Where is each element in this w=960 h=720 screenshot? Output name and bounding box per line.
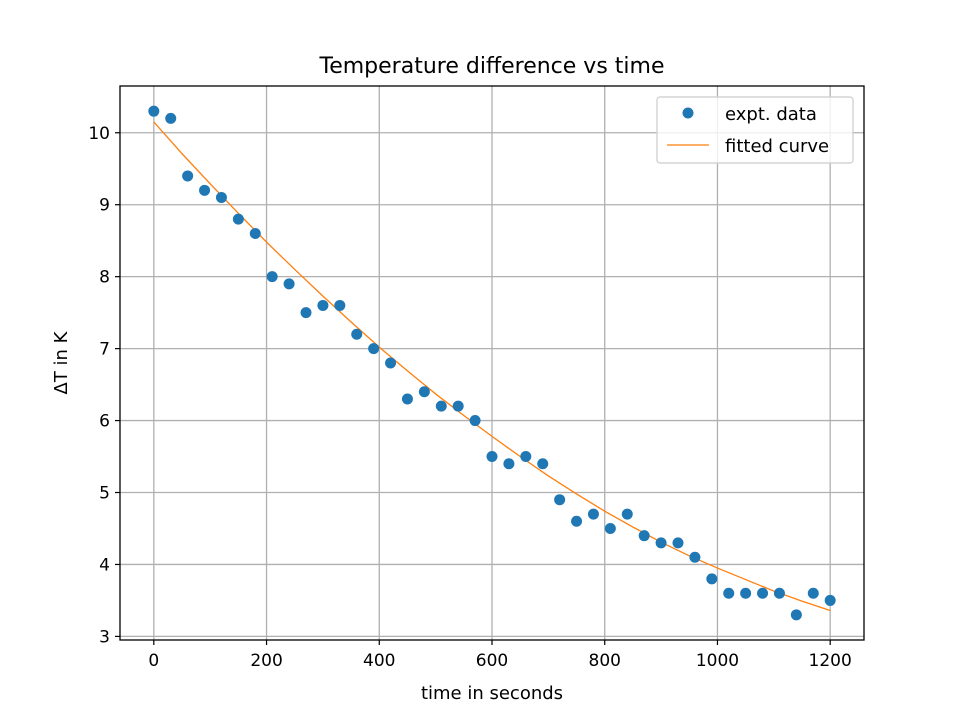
y-tick-label: 7	[99, 340, 110, 360]
data-point	[283, 278, 295, 290]
x-axis-ticks: 0 200 400 600 800 1000 1200	[148, 640, 852, 671]
x-tick-label: 800	[589, 651, 621, 671]
x-tick-label: 400	[363, 651, 395, 671]
x-tick-label: 200	[250, 651, 282, 671]
data-point	[655, 537, 667, 549]
data-point	[723, 587, 735, 599]
data-point	[351, 328, 363, 340]
data-point	[824, 594, 836, 606]
y-tick-label: 8	[99, 268, 110, 288]
data-point	[757, 587, 769, 599]
data-point	[148, 105, 160, 117]
legend-marker-expt-data	[682, 107, 694, 119]
data-point	[249, 227, 261, 239]
y-tick-label: 9	[99, 196, 110, 216]
data-point	[790, 609, 802, 621]
data-point	[773, 587, 785, 599]
data-point	[486, 451, 498, 463]
y-tick-label: 3	[99, 627, 110, 647]
y-tick-label: 5	[99, 484, 110, 504]
data-point	[571, 515, 583, 527]
data-point	[334, 299, 346, 311]
legend-label-expt-data: expt. data	[725, 104, 817, 125]
data-point	[165, 112, 177, 124]
data-point	[182, 170, 194, 182]
x-axis-label: time in seconds	[421, 683, 563, 704]
y-tick-label: 6	[99, 412, 110, 432]
y-tick-label: 10	[88, 124, 110, 144]
data-point	[401, 393, 413, 405]
data-point	[689, 551, 701, 563]
data-point	[452, 400, 464, 412]
data-point	[418, 386, 430, 398]
grid	[120, 86, 864, 640]
legend: expt. data fitted curve	[656, 96, 854, 164]
legend-box	[656, 96, 854, 164]
data-point	[266, 271, 278, 283]
data-point	[469, 415, 481, 427]
legend-label-fitted-curve: fitted curve	[725, 136, 829, 157]
x-tick-label: 0	[148, 651, 159, 671]
data-point	[740, 587, 752, 599]
data-point	[554, 494, 566, 506]
data-point	[537, 458, 549, 470]
fitted-curve-layer	[153, 121, 831, 612]
x-tick-label: 1200	[809, 651, 852, 671]
y-axis-ticks: 3 4 5 6 7 8 9 10	[88, 124, 120, 647]
data-point	[706, 573, 718, 585]
x-tick-label: 1000	[696, 651, 739, 671]
data-point	[604, 522, 616, 534]
data-point	[199, 184, 211, 196]
data-point	[368, 343, 380, 355]
chart-title: Temperature difference vs time	[319, 54, 665, 79]
x-tick-label: 600	[476, 651, 508, 671]
data-point	[672, 537, 684, 549]
data-point	[503, 458, 515, 470]
data-point	[385, 357, 397, 369]
y-axis-label: ΔT in K	[51, 330, 72, 394]
data-point	[317, 299, 329, 311]
data-point	[621, 508, 633, 520]
data-point	[807, 587, 819, 599]
y-tick-label: 4	[99, 555, 110, 575]
data-point	[587, 508, 599, 520]
fitted-curve-line	[153, 121, 831, 612]
data-point	[215, 192, 227, 204]
data-point	[300, 307, 312, 319]
data-point	[435, 400, 447, 412]
data-points	[148, 105, 836, 621]
data-point	[638, 530, 650, 542]
data-point	[232, 213, 244, 225]
data-point	[520, 451, 532, 463]
